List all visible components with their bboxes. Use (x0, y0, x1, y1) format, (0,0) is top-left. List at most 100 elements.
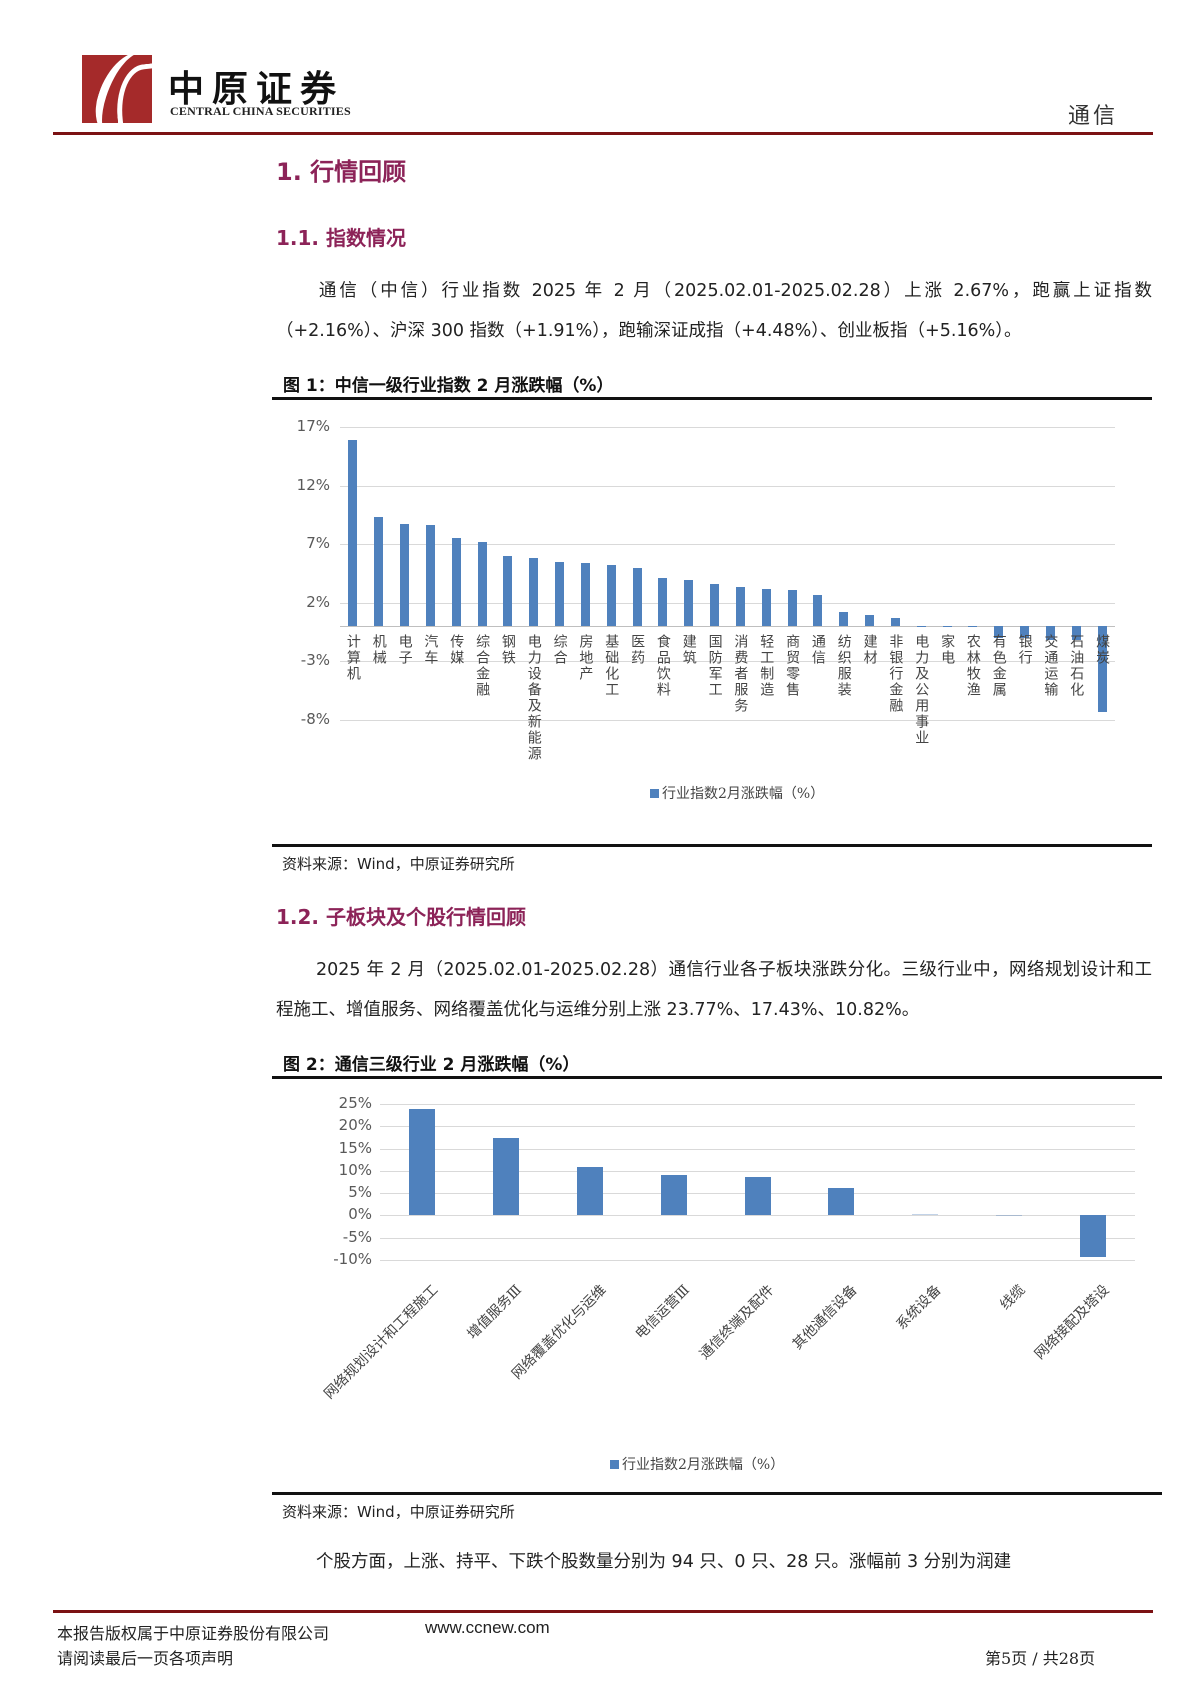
x-axis-category-label: 银行 (1016, 634, 1033, 667)
x-axis-category-label: 网络规划设计和工程施工 (321, 1282, 442, 1403)
x-axis-category-label: 通信 (809, 634, 826, 667)
index-paragraph-text: 通信（中信）行业指数 2025 年 2 月（2025.02.01-2025.02… (276, 281, 1152, 341)
x-axis-category-label: 电力及公用事业 (913, 634, 930, 747)
bar (503, 556, 513, 627)
x-axis-category-label: 非银行金融 (887, 634, 904, 715)
figure2-title: 图 2：通信三级行业 2 月涨跌幅（%） (283, 1055, 580, 1075)
bar (684, 579, 694, 627)
x-axis-category-label: 有色金属 (990, 634, 1007, 699)
chart-legend: 行业指数2月涨跌幅（%） (610, 1454, 784, 1474)
figure1-source: 资料来源：Wind，中原证券研究所 (282, 855, 515, 873)
gridline (380, 1215, 1135, 1217)
gridline (340, 544, 1115, 546)
x-axis-category-label: 商贸零售 (784, 634, 801, 699)
bar (425, 524, 435, 627)
bar (735, 586, 745, 627)
bar (1071, 626, 1081, 641)
x-axis-category-label: 煤炭 (1094, 634, 1111, 667)
header-divider (53, 132, 1153, 135)
bar (744, 1176, 771, 1216)
x-axis-category-label: 电子 (396, 634, 413, 667)
y-axis-tick-label: 25% (338, 1094, 372, 1112)
x-axis-category-label: 其他通信设备 (790, 1282, 861, 1353)
legend-label: 行业指数2月涨跌幅（%） (622, 1457, 785, 1473)
x-axis-category-label: 国防军工 (706, 634, 723, 699)
y-axis-tick-label: 10% (338, 1160, 372, 1179)
x-axis-category-label: 消费者服务 (732, 634, 749, 715)
bar (890, 617, 900, 627)
bar (477, 541, 487, 627)
subsection-title-index: 1.1. 指数情况 (276, 226, 406, 250)
bar (787, 589, 797, 627)
subsector-paragraph-text: 2025 年 2 月（2025.02.01-2025.02.28）通信行业各子板… (276, 960, 1152, 1020)
gridline (380, 1237, 1135, 1239)
y-axis-tick-label: 12% (296, 475, 330, 494)
gridline (380, 1126, 1135, 1128)
x-axis-category-label: 计算机 (344, 634, 361, 683)
chart-legend: 行业指数2月涨跌幅（%） (650, 783, 824, 803)
x-axis-category-label: 交通运输 (1042, 634, 1059, 699)
figure1-top-rule (272, 397, 1152, 400)
company-logo-mark (82, 55, 152, 123)
x-axis-category-label: 轻工制造 (758, 634, 775, 699)
x-axis-category-label: 综合 (551, 634, 568, 667)
bar (632, 568, 642, 627)
bar (576, 1167, 603, 1216)
bar (839, 611, 849, 627)
figure2-top-rule (272, 1076, 1162, 1079)
y-axis-tick-label: 5% (348, 1183, 372, 1202)
footer-copyright: 本报告版权属于中原证券股份有限公司 (57, 1624, 330, 1643)
x-axis-category-label: 纺织服装 (835, 634, 852, 699)
x-axis-category-label: 传媒 (448, 634, 465, 667)
x-axis-category-label: 电力设备及新能源 (525, 634, 542, 763)
bar (492, 1137, 519, 1216)
y-axis-tick-label: -8% (300, 710, 330, 728)
company-logo-english: CENTRAL CHINA SECURITIES (170, 104, 351, 118)
bar (660, 1174, 687, 1216)
x-axis-category-label: 基础化工 (603, 634, 620, 699)
figure1-title: 图 1：中信一级行业指数 2 月涨跌幅（%） (283, 376, 614, 396)
footer-disclaimer: 请阅读最后一页各项声明 (57, 1649, 234, 1668)
x-axis-category-label: 医药 (629, 634, 646, 667)
bar (1080, 1215, 1107, 1258)
y-axis-tick-label: 17% (296, 417, 330, 435)
figure2-bottom-rule (272, 1492, 1162, 1495)
y-axis-tick-label: 0% (348, 1205, 372, 1224)
bar (400, 523, 410, 627)
footer-website-link[interactable]: www.ccnew.com (425, 1618, 550, 1637)
gridline (380, 1148, 1135, 1150)
bar (658, 577, 668, 627)
figure2-source: 资料来源：Wind，中原证券研究所 (282, 1503, 515, 1521)
subsector-paragraph: 2025 年 2 月（2025.02.01-2025.02.28）通信行业各子板… (276, 950, 1152, 1030)
y-axis-tick-label: 20% (338, 1116, 372, 1135)
bar (1045, 626, 1055, 640)
gridline (340, 661, 1115, 663)
y-axis-tick-label: 15% (338, 1138, 372, 1157)
bar (865, 615, 875, 627)
x-axis-category-label: 石油石化 (1068, 634, 1085, 699)
gridline (380, 1260, 1135, 1261)
gridline (340, 720, 1115, 721)
footer-divider (53, 1610, 1153, 1613)
bar (828, 1187, 855, 1216)
x-axis-category-label: 家电 (939, 634, 956, 667)
x-axis-category-label: 线缆 (997, 1282, 1029, 1314)
bar (912, 1213, 939, 1216)
y-axis-tick-label: -3% (300, 651, 330, 670)
bar (1097, 626, 1107, 713)
y-axis-tick-label: 2% (306, 592, 330, 611)
bar (555, 562, 565, 627)
y-axis-tick-label: -10% (333, 1250, 372, 1268)
subsection-title-subsectors: 1.2. 子板块及个股行情回顾 (276, 905, 526, 929)
bar (529, 558, 539, 627)
bar (996, 1215, 1023, 1217)
figure2-bar-chart: 25% 20% 15% 10% 5% 0% -5% -10% 网络规划设计和工程施工 增值服务Ⅲ 网… (280, 1088, 1140, 1488)
bar (606, 564, 616, 627)
bar (408, 1109, 435, 1216)
x-axis-category-label: 电信运营Ⅲ (632, 1282, 694, 1343)
x-axis-category-label: 网络接配及塔设 (1031, 1282, 1113, 1363)
y-axis-tick-label: 7% (306, 534, 330, 553)
header-industry-label: 通信 (1068, 104, 1119, 129)
x-axis-category-label: 建筑 (680, 634, 697, 667)
index-paragraph: 通信（中信）行业指数 2025 年 2 月（2025.02.01-2025.02… (276, 271, 1152, 351)
